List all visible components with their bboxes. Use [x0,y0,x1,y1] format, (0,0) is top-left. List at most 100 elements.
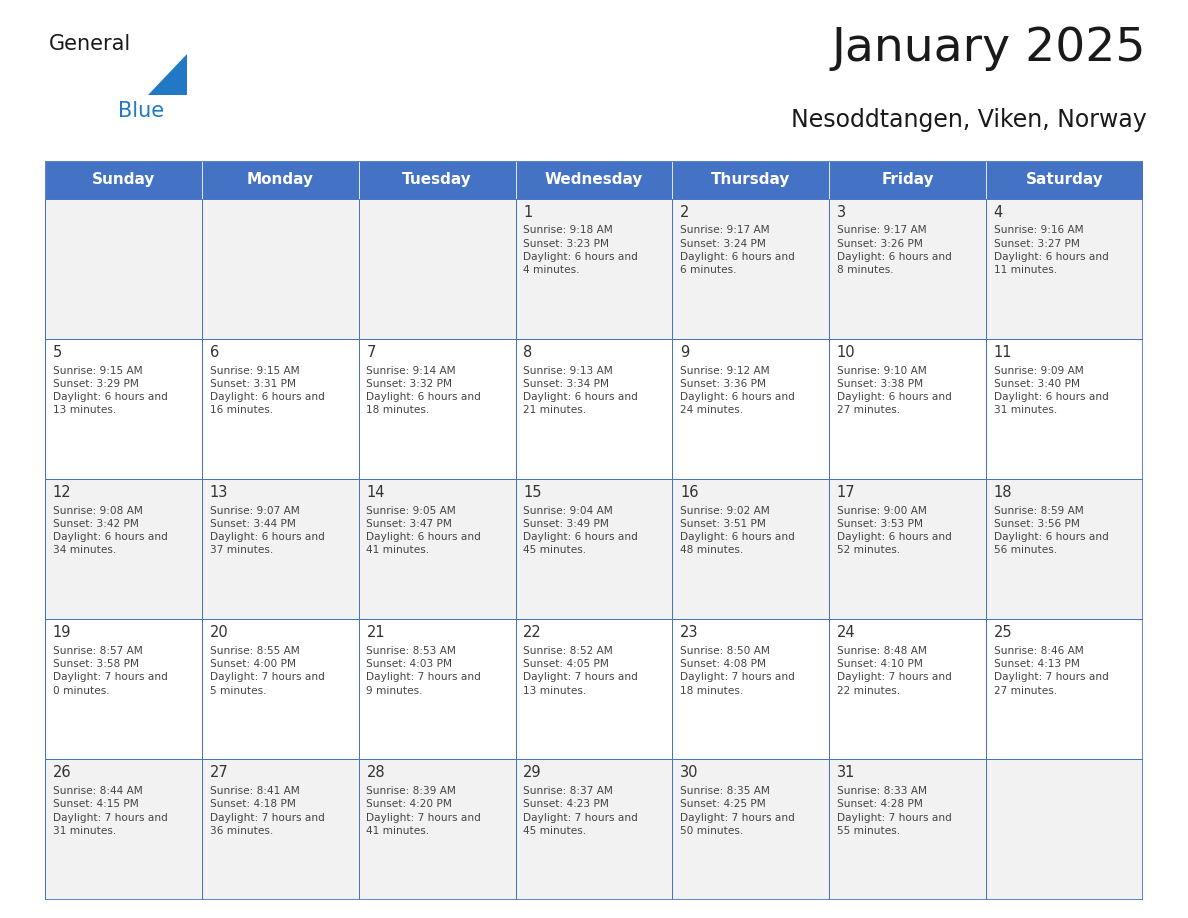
Bar [986,759,1143,900]
Text: Saturday: Saturday [1025,173,1104,187]
Bar [516,479,672,620]
Bar [516,620,672,759]
Text: Sunrise: 8:57 AM
Sunset: 3:58 PM
Daylight: 7 hours and
0 minutes.: Sunrise: 8:57 AM Sunset: 3:58 PM Dayligh… [52,646,168,696]
Text: 15: 15 [523,485,542,500]
Text: Blue: Blue [119,101,164,120]
Text: 25: 25 [993,625,1012,640]
Text: 20: 20 [209,625,228,640]
Text: 27: 27 [209,766,228,780]
Bar [516,161,672,198]
Bar [202,620,359,759]
Bar [45,620,202,759]
Bar [359,198,516,339]
Bar [672,759,829,900]
Text: Sunrise: 9:17 AM
Sunset: 3:26 PM
Daylight: 6 hours and
8 minutes.: Sunrise: 9:17 AM Sunset: 3:26 PM Dayligh… [836,226,952,275]
Bar [516,198,672,339]
Text: Sunday: Sunday [91,173,156,187]
Bar [45,479,202,620]
Bar [829,759,986,900]
Text: Sunrise: 8:39 AM
Sunset: 4:20 PM
Daylight: 7 hours and
41 minutes.: Sunrise: 8:39 AM Sunset: 4:20 PM Dayligh… [366,786,481,836]
Bar [202,479,359,620]
Text: Sunrise: 9:16 AM
Sunset: 3:27 PM
Daylight: 6 hours and
11 minutes.: Sunrise: 9:16 AM Sunset: 3:27 PM Dayligh… [993,226,1108,275]
Text: Sunrise: 9:05 AM
Sunset: 3:47 PM
Daylight: 6 hours and
41 minutes.: Sunrise: 9:05 AM Sunset: 3:47 PM Dayligh… [366,506,481,555]
Bar [359,339,516,479]
Polygon shape [148,54,187,95]
Text: Sunrise: 9:10 AM
Sunset: 3:38 PM
Daylight: 6 hours and
27 minutes.: Sunrise: 9:10 AM Sunset: 3:38 PM Dayligh… [836,365,952,415]
Text: Sunrise: 8:44 AM
Sunset: 4:15 PM
Daylight: 7 hours and
31 minutes.: Sunrise: 8:44 AM Sunset: 4:15 PM Dayligh… [52,786,168,836]
Text: 1: 1 [523,205,532,219]
Text: Sunrise: 9:02 AM
Sunset: 3:51 PM
Daylight: 6 hours and
48 minutes.: Sunrise: 9:02 AM Sunset: 3:51 PM Dayligh… [680,506,795,555]
Bar [829,339,986,479]
Bar [516,339,672,479]
Text: Sunrise: 9:07 AM
Sunset: 3:44 PM
Daylight: 6 hours and
37 minutes.: Sunrise: 9:07 AM Sunset: 3:44 PM Dayligh… [209,506,324,555]
Text: 19: 19 [52,625,71,640]
Text: 30: 30 [680,766,699,780]
Text: 24: 24 [836,625,855,640]
Bar [359,479,516,620]
Text: January 2025: January 2025 [832,26,1146,71]
Text: Nesoddtangen, Viken, Norway: Nesoddtangen, Viken, Norway [791,108,1146,132]
Bar [672,198,829,339]
Bar [672,339,829,479]
Text: Sunrise: 9:09 AM
Sunset: 3:40 PM
Daylight: 6 hours and
31 minutes.: Sunrise: 9:09 AM Sunset: 3:40 PM Dayligh… [993,365,1108,415]
Text: 13: 13 [209,485,228,500]
Bar [829,479,986,620]
Text: Sunrise: 8:50 AM
Sunset: 4:08 PM
Daylight: 7 hours and
18 minutes.: Sunrise: 8:50 AM Sunset: 4:08 PM Dayligh… [680,646,795,696]
Text: Sunrise: 8:59 AM
Sunset: 3:56 PM
Daylight: 6 hours and
56 minutes.: Sunrise: 8:59 AM Sunset: 3:56 PM Dayligh… [993,506,1108,555]
Text: 18: 18 [993,485,1012,500]
Text: 11: 11 [993,345,1012,360]
Text: Sunrise: 9:17 AM
Sunset: 3:24 PM
Daylight: 6 hours and
6 minutes.: Sunrise: 9:17 AM Sunset: 3:24 PM Dayligh… [680,226,795,275]
Text: 7: 7 [366,345,375,360]
Text: Sunrise: 8:37 AM
Sunset: 4:23 PM
Daylight: 7 hours and
45 minutes.: Sunrise: 8:37 AM Sunset: 4:23 PM Dayligh… [523,786,638,836]
Text: 8: 8 [523,345,532,360]
Bar [45,339,202,479]
Bar [672,161,829,198]
Text: Tuesday: Tuesday [403,173,472,187]
Text: 4: 4 [993,205,1003,219]
Text: Sunrise: 8:46 AM
Sunset: 4:13 PM
Daylight: 7 hours and
27 minutes.: Sunrise: 8:46 AM Sunset: 4:13 PM Dayligh… [993,646,1108,696]
Bar [516,759,672,900]
Text: Sunrise: 8:35 AM
Sunset: 4:25 PM
Daylight: 7 hours and
50 minutes.: Sunrise: 8:35 AM Sunset: 4:25 PM Dayligh… [680,786,795,836]
Bar [986,161,1143,198]
Bar [672,479,829,620]
Text: Sunrise: 8:55 AM
Sunset: 4:00 PM
Daylight: 7 hours and
5 minutes.: Sunrise: 8:55 AM Sunset: 4:00 PM Dayligh… [209,646,324,696]
Text: 10: 10 [836,345,855,360]
Text: Thursday: Thursday [712,173,790,187]
Text: Monday: Monday [247,173,314,187]
Text: Sunrise: 8:48 AM
Sunset: 4:10 PM
Daylight: 7 hours and
22 minutes.: Sunrise: 8:48 AM Sunset: 4:10 PM Dayligh… [836,646,952,696]
Text: Sunrise: 8:53 AM
Sunset: 4:03 PM
Daylight: 7 hours and
9 minutes.: Sunrise: 8:53 AM Sunset: 4:03 PM Dayligh… [366,646,481,696]
Text: Friday: Friday [881,173,934,187]
Text: 26: 26 [52,766,71,780]
Text: Sunrise: 9:18 AM
Sunset: 3:23 PM
Daylight: 6 hours and
4 minutes.: Sunrise: 9:18 AM Sunset: 3:23 PM Dayligh… [523,226,638,275]
Bar [202,198,359,339]
Text: Sunrise: 8:52 AM
Sunset: 4:05 PM
Daylight: 7 hours and
13 minutes.: Sunrise: 8:52 AM Sunset: 4:05 PM Dayligh… [523,646,638,696]
Text: Wednesday: Wednesday [545,173,643,187]
Text: 3: 3 [836,205,846,219]
Bar [202,759,359,900]
Bar [986,198,1143,339]
Text: Sunrise: 8:41 AM
Sunset: 4:18 PM
Daylight: 7 hours and
36 minutes.: Sunrise: 8:41 AM Sunset: 4:18 PM Dayligh… [209,786,324,836]
Bar [986,620,1143,759]
Bar [359,161,516,198]
Text: 28: 28 [366,766,385,780]
Text: 9: 9 [680,345,689,360]
Text: Sunrise: 9:14 AM
Sunset: 3:32 PM
Daylight: 6 hours and
18 minutes.: Sunrise: 9:14 AM Sunset: 3:32 PM Dayligh… [366,365,481,415]
Text: 2: 2 [680,205,689,219]
Text: Sunrise: 9:04 AM
Sunset: 3:49 PM
Daylight: 6 hours and
45 minutes.: Sunrise: 9:04 AM Sunset: 3:49 PM Dayligh… [523,506,638,555]
Text: 6: 6 [209,345,219,360]
Text: 22: 22 [523,625,542,640]
Text: Sunrise: 8:33 AM
Sunset: 4:28 PM
Daylight: 7 hours and
55 minutes.: Sunrise: 8:33 AM Sunset: 4:28 PM Dayligh… [836,786,952,836]
Text: 21: 21 [366,625,385,640]
Bar [359,759,516,900]
Text: General: General [49,34,131,54]
Text: Sunrise: 9:12 AM
Sunset: 3:36 PM
Daylight: 6 hours and
24 minutes.: Sunrise: 9:12 AM Sunset: 3:36 PM Dayligh… [680,365,795,415]
Bar [202,161,359,198]
Bar [829,161,986,198]
Text: 14: 14 [366,485,385,500]
Bar [45,198,202,339]
Text: Sunrise: 9:15 AM
Sunset: 3:31 PM
Daylight: 6 hours and
16 minutes.: Sunrise: 9:15 AM Sunset: 3:31 PM Dayligh… [209,365,324,415]
Text: Sunrise: 9:08 AM
Sunset: 3:42 PM
Daylight: 6 hours and
34 minutes.: Sunrise: 9:08 AM Sunset: 3:42 PM Dayligh… [52,506,168,555]
Text: Sunrise: 9:00 AM
Sunset: 3:53 PM
Daylight: 6 hours and
52 minutes.: Sunrise: 9:00 AM Sunset: 3:53 PM Dayligh… [836,506,952,555]
Text: 5: 5 [52,345,62,360]
Bar [829,198,986,339]
